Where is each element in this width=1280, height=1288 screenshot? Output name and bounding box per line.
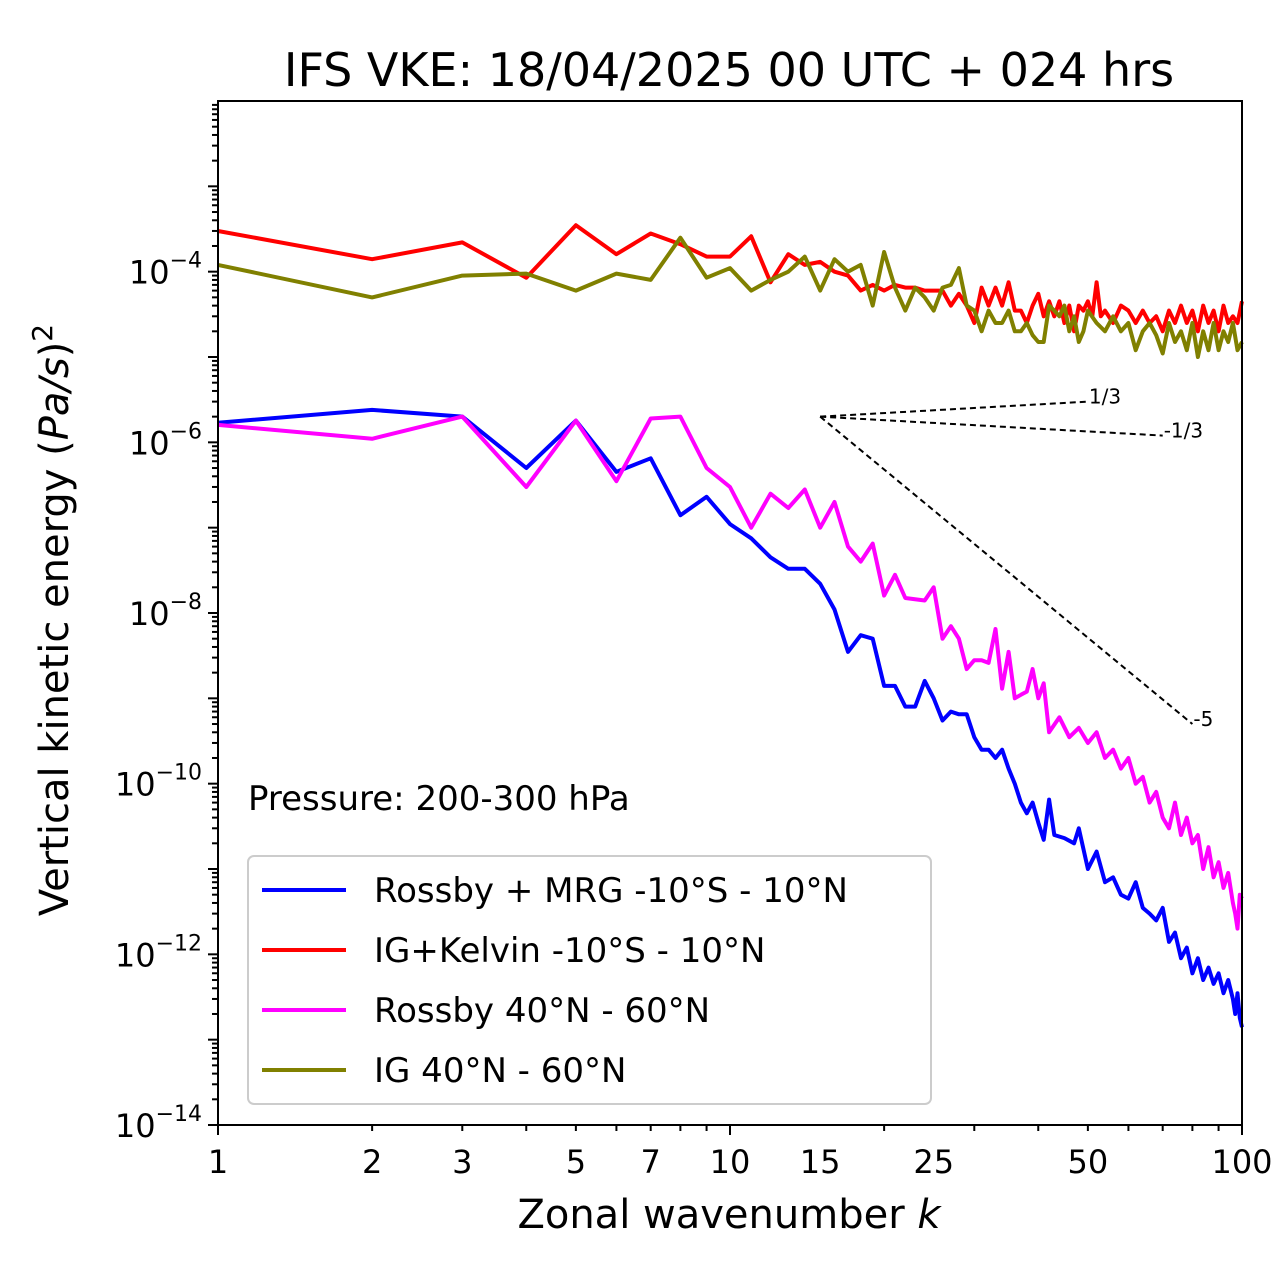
y-tick-label-1: 10−12: [115, 931, 202, 974]
legend-frame: [247, 855, 932, 1105]
y-tick-base: 10: [115, 1107, 156, 1145]
chart-title: IFS VKE: 18/04/2025 00 UTC + 024 hrs: [284, 43, 1174, 97]
x-axis: 1 2 3 5 7 10 15 25 50 100: [208, 1125, 1273, 1181]
y-tick-label-4: 10−6: [129, 419, 202, 462]
y-tick-label-5: 10−4: [129, 249, 202, 292]
legend-label-3: IG 40°N - 60°N: [374, 1051, 626, 1091]
x-tick-label-3: 5: [566, 1143, 586, 1181]
y-tick-base: 10: [129, 254, 170, 292]
x-tick-label-4: 7: [641, 1143, 661, 1181]
legend: Rossby + MRG -10°S - 10°N IG+Kelvin -10°S…: [247, 855, 932, 1105]
pressure-annotation: Pressure: 200-300 hPa: [248, 779, 630, 819]
x-tick-label-9: 100: [1211, 1143, 1272, 1181]
y-tick-exponent: −12: [156, 931, 202, 956]
reference-line-0: [820, 400, 1088, 418]
y-tick-exponent: −10: [156, 761, 202, 786]
y-tick-base: 10: [129, 595, 170, 633]
x-tick-label-1: 2: [362, 1143, 382, 1181]
reference-line-1: [820, 415, 1163, 437]
y-tick-exponent: −14: [156, 1102, 202, 1127]
reference-label-0: 1/3: [1089, 385, 1121, 409]
y-tick-exponent: −6: [170, 419, 202, 444]
x-tick-label-6: 15: [800, 1143, 841, 1181]
y-tick-base: 10: [115, 766, 156, 804]
y-tick-label-0: 10−14: [115, 1102, 202, 1145]
series-line-0: [217, 407, 1244, 1028]
reference-lines: 1/3 -1/3 -5: [819, 385, 1213, 731]
legend-label-2: Rossby 40°N - 60°N: [374, 991, 710, 1031]
x-tick-label-5: 10: [710, 1143, 751, 1181]
reference-label-1: -1/3: [1164, 419, 1203, 443]
reference-label-2: -5: [1193, 707, 1213, 731]
y-tick-base: 10: [115, 936, 156, 974]
x-tick-label-0: 1: [208, 1143, 228, 1181]
y-tick-exponent: −4: [170, 249, 202, 274]
series-layer: [217, 223, 1244, 1028]
series-line-3: [217, 235, 1244, 359]
x-tick-label-2: 3: [452, 1143, 472, 1181]
series-line-2: [217, 414, 1244, 931]
y-tick-base: 10: [129, 424, 170, 462]
reference-line-2: [819, 415, 1194, 725]
x-tick-label-8: 50: [1068, 1143, 1109, 1181]
legend-label-0: Rossby + MRG -10°S - 10°N: [374, 871, 848, 911]
legend-label-1: IG+Kelvin -10°S - 10°N: [374, 931, 765, 971]
x-axis-title: Zonal wavenumber k: [517, 1192, 942, 1238]
x-tick-label-7: 25: [913, 1143, 954, 1181]
y-tick-label-2: 10−10: [115, 761, 202, 804]
y-tick-exponent: −8: [170, 590, 202, 615]
y-tick-label-3: 10−8: [129, 590, 202, 633]
y-axis-title: Vertical kinetic energy (Pa/s)2: [26, 324, 78, 916]
